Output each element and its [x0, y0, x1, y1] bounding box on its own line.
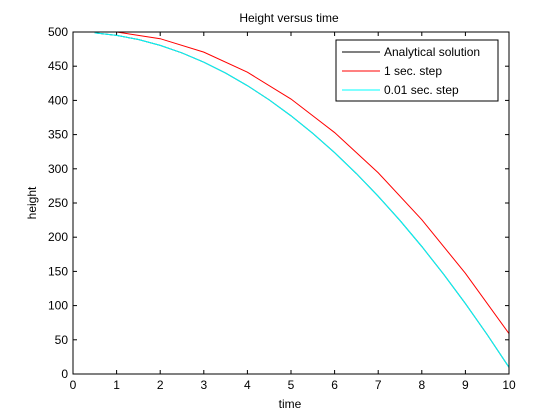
legend-label-1-sec-step: 1 sec. step [384, 64, 442, 78]
plot-frame [72, 31, 510, 375]
y-tick-label: 200 [48, 230, 68, 244]
series-line-0-01-sec-step [94, 32, 510, 368]
x-tick-label: 7 [375, 378, 382, 392]
y-tick-label: 0 [61, 367, 68, 381]
x-tick-label: 5 [288, 378, 295, 392]
x-tick-label: 0 [70, 378, 77, 392]
y-tick-label: 150 [48, 264, 68, 278]
series-lines [73, 31, 510, 368]
x-tick-label: 6 [331, 378, 338, 392]
y-tick-label: 100 [48, 299, 68, 313]
x-tick-label: 9 [462, 378, 469, 392]
legend-label-analytical: Analytical solution [384, 45, 480, 59]
y-tick-label: 250 [48, 196, 68, 210]
chart-title: Height versus time [239, 11, 339, 25]
legend: Analytical solution 1 sec. step 0.01 sec… [335, 39, 499, 102]
y-tick-label: 350 [48, 128, 68, 142]
y-axis-label: height [25, 186, 39, 219]
series-line-1-sec-step [73, 31, 510, 334]
y-tick-label: 50 [55, 333, 69, 347]
x-axis-label: time [279, 397, 302, 411]
x-tick-label: 1 [113, 378, 120, 392]
x-tick-label: 3 [200, 378, 207, 392]
y-tick-label: 500 [48, 25, 68, 39]
x-tick-label: 2 [157, 378, 164, 392]
y-tick-label: 450 [48, 59, 68, 73]
x-tick-label: 4 [244, 378, 251, 392]
x-tick-label: 10 [502, 378, 516, 392]
x-tick-label: 8 [418, 378, 425, 392]
legend-label-0-01-sec-step: 0.01 sec. step [384, 83, 459, 97]
y-tick-label: 300 [48, 162, 68, 176]
y-tick-label: 400 [48, 93, 68, 107]
axis-ticks: 0 1 2 3 4 5 6 7 8 9 100501001502002503003504004505… [48, 25, 516, 392]
